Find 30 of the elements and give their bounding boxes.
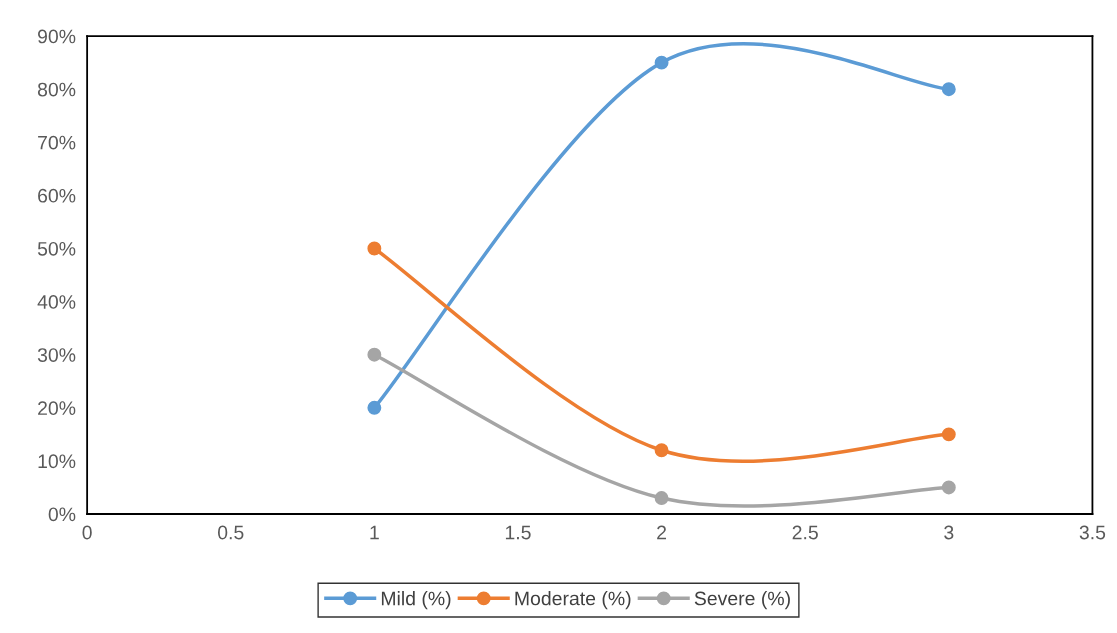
x-tick-label: 3 (944, 525, 954, 540)
x-tick-label: 0.5 (217, 525, 244, 540)
x-tick-label: 1 (370, 525, 379, 540)
legend-label: Severe (%) (694, 591, 790, 610)
y-tick-label: 30% (37, 348, 76, 362)
point (367, 347, 382, 362)
point (367, 241, 382, 256)
point (654, 55, 669, 70)
y-tick-label: 20% (38, 401, 76, 416)
y-tick-label: 80% (37, 82, 76, 97)
y-tick-label: 50% (37, 241, 76, 256)
point (654, 443, 669, 458)
y-tick-label: 70% (38, 135, 76, 150)
y-tick-label: 60% (38, 188, 76, 203)
y-tick-label: 10% (38, 454, 76, 469)
legend-label: Mild (%) (381, 591, 451, 610)
x-tick-label: 2 (657, 525, 667, 540)
x-tick-label: 0 (82, 525, 92, 540)
x-tick-label: 2.5 (792, 525, 818, 540)
point (941, 427, 956, 442)
legend-label: Moderate (%) (515, 591, 631, 610)
point (941, 82, 956, 97)
y-tick-label: 90% (38, 29, 76, 44)
y-tick-label: 40% (37, 295, 76, 309)
point (941, 480, 956, 495)
point (654, 491, 669, 506)
x-tick-label: 3.5 (1079, 525, 1106, 540)
point (367, 400, 382, 415)
y-tick-label: 0% (48, 507, 76, 522)
x-tick-label: 1.5 (505, 525, 531, 540)
